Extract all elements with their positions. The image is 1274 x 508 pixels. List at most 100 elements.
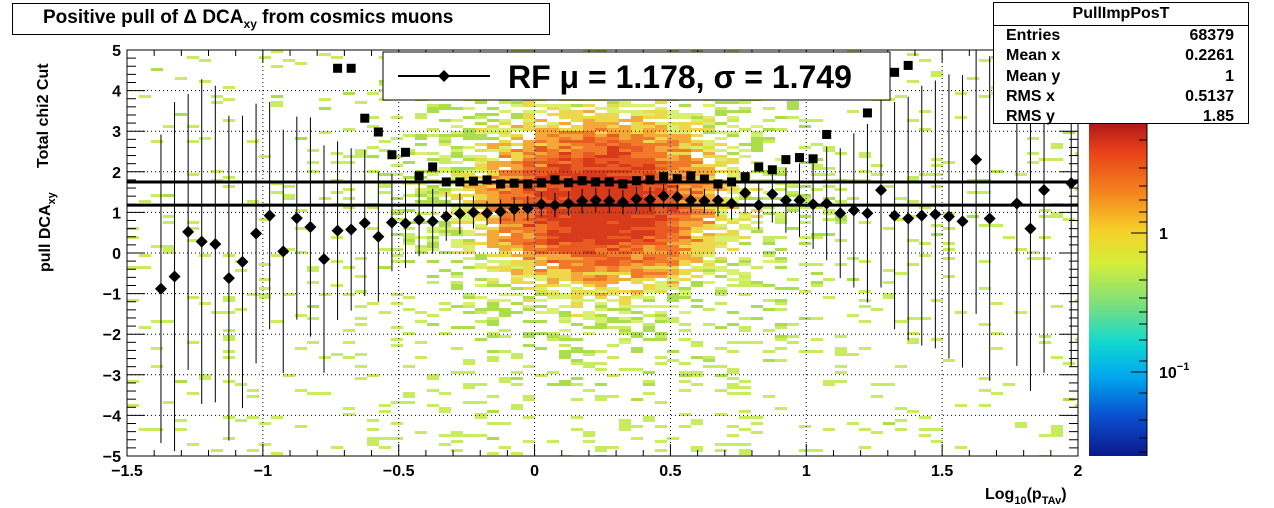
heatmap-cell <box>367 374 379 377</box>
heatmap-cell <box>811 338 823 341</box>
stats-title: PullImpPosT <box>994 3 1248 26</box>
heatmap-cell <box>727 185 739 188</box>
heatmap-cell <box>571 167 583 170</box>
heatmap-cell <box>619 209 631 212</box>
heatmap-cell <box>703 104 715 107</box>
heatmap-cell <box>535 299 547 302</box>
heatmap-cell <box>559 224 571 227</box>
heatmap-cell <box>595 212 607 215</box>
heatmap-cell <box>451 284 463 287</box>
heatmap-cell <box>619 233 631 236</box>
heatmap-cell <box>247 416 259 419</box>
heatmap-cell <box>691 185 703 188</box>
heatmap-cell <box>619 176 631 179</box>
heatmap-cell <box>655 320 667 323</box>
heatmap-cell <box>631 290 643 293</box>
heatmap-cell <box>511 137 523 140</box>
stats-row-rms-y: RMS y 1.85 <box>1006 108 1234 126</box>
heatmap-cell <box>463 257 475 260</box>
diamond-marker <box>576 195 589 208</box>
heatmap-cell <box>127 380 139 383</box>
heatmap-cell <box>571 197 583 200</box>
heatmap-cell <box>343 293 355 296</box>
heatmap-cell <box>739 242 751 245</box>
heatmap-cell <box>535 293 547 296</box>
diamond-marker <box>494 205 507 218</box>
heatmap-cell <box>583 284 595 287</box>
heatmap-cell <box>403 296 415 299</box>
heatmap-cell <box>271 452 283 455</box>
heatmap-cell <box>979 191 991 194</box>
heatmap-cell <box>523 398 535 401</box>
heatmap-cell <box>271 254 283 257</box>
heatmap-cell <box>475 296 487 299</box>
heatmap-cell <box>331 56 343 59</box>
heatmap-cell <box>523 275 535 278</box>
square-marker <box>631 176 641 186</box>
heatmap-cell <box>727 158 739 161</box>
heatmap-cell <box>523 239 535 242</box>
heatmap-cell <box>271 101 283 104</box>
heatmap-cell <box>595 197 607 200</box>
heatmap-cell <box>247 200 259 203</box>
heatmap-cell <box>607 149 619 152</box>
heatmap-cell <box>355 149 367 152</box>
heatmap-cell <box>463 200 475 203</box>
heatmap-cell <box>775 128 787 131</box>
heatmap-cell <box>439 170 451 173</box>
heatmap-cell <box>379 185 391 188</box>
heatmap-cell <box>715 347 727 350</box>
heatmap-cell <box>679 425 691 428</box>
heatmap-cell <box>559 230 571 233</box>
heatmap-cell <box>1015 248 1027 251</box>
heatmap-cell <box>583 140 595 143</box>
heatmap-cell <box>511 377 523 380</box>
heatmap-cell <box>571 323 583 326</box>
heatmap-cell <box>559 170 571 173</box>
heatmap-cell <box>535 170 547 173</box>
heatmap-cell <box>571 428 583 431</box>
heatmap-cell <box>463 218 475 221</box>
heatmap-cell <box>583 350 595 353</box>
heatmap-cell <box>619 221 631 224</box>
heatmap-cell <box>727 221 739 224</box>
heatmap-cell <box>535 263 547 266</box>
heatmap-cell <box>655 146 667 149</box>
heatmap-cell <box>295 389 307 392</box>
heatmap-cell <box>535 176 547 179</box>
diamond-marker <box>358 216 371 229</box>
heatmap-cell <box>487 164 499 167</box>
heatmap-cell <box>691 215 703 218</box>
heatmap-cell <box>499 197 511 200</box>
heatmap-cell <box>811 167 823 170</box>
heatmap-cell <box>283 248 295 251</box>
heatmap-cell <box>727 386 739 389</box>
heatmap-cell <box>547 236 559 239</box>
heatmap-cell <box>751 170 763 173</box>
heatmap-cell <box>367 146 379 149</box>
heatmap-cell <box>967 77 979 80</box>
heatmap-cell <box>355 257 367 260</box>
heatmap-cell <box>571 416 583 419</box>
heatmap-cell <box>679 104 691 107</box>
heatmap-cell <box>607 317 619 320</box>
heatmap-cell <box>739 107 751 110</box>
heatmap-cell <box>331 446 343 449</box>
heatmap-cell <box>439 224 451 227</box>
heatmap-cell <box>595 182 607 185</box>
heatmap-cell <box>451 230 463 233</box>
heatmap-cell <box>751 149 763 152</box>
heatmap-cell <box>499 266 511 269</box>
heatmap-cell <box>595 161 607 164</box>
heatmap-cell <box>655 101 667 104</box>
heatmap-cell <box>559 149 571 152</box>
heatmap-cell <box>139 200 151 203</box>
heatmap-cell <box>979 260 991 263</box>
heatmap-cell <box>631 425 643 428</box>
heatmap-cell <box>367 116 379 119</box>
heatmap-cell <box>931 164 943 167</box>
heatmap-cell <box>619 248 631 251</box>
heatmap-cell <box>643 419 655 422</box>
heatmap-cell <box>331 353 343 356</box>
heatmap-cell <box>607 221 619 224</box>
